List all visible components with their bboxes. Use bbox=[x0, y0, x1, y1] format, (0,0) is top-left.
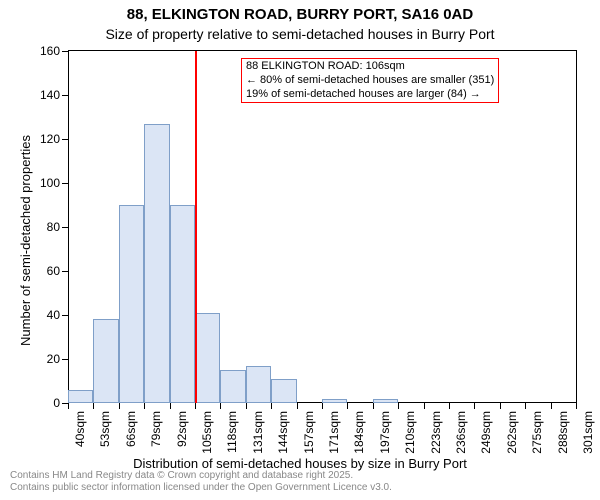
histogram-bar bbox=[271, 379, 296, 403]
y-axis-line bbox=[68, 51, 69, 403]
histogram-bar bbox=[93, 319, 118, 403]
x-tick bbox=[119, 403, 120, 409]
x-tick bbox=[373, 403, 374, 409]
x-tick-label: 171sqm bbox=[327, 411, 341, 454]
x-tick-label: 66sqm bbox=[124, 411, 138, 447]
x-tick bbox=[93, 403, 94, 409]
x-tick-label: 301sqm bbox=[581, 411, 595, 454]
y-tick-label: 120 bbox=[40, 132, 60, 146]
y-tick bbox=[62, 271, 68, 272]
histogram-bar bbox=[119, 205, 144, 403]
x-tick-label: 79sqm bbox=[149, 411, 163, 447]
x-tick bbox=[449, 403, 450, 409]
x-tick-label: 144sqm bbox=[276, 411, 290, 454]
x-tick bbox=[525, 403, 526, 409]
histogram-bar bbox=[144, 124, 169, 403]
x-tick-label: 262sqm bbox=[505, 411, 519, 454]
x-tick bbox=[500, 403, 501, 409]
x-tick bbox=[322, 403, 323, 409]
chart-subtitle: Size of property relative to semi-detach… bbox=[0, 26, 600, 42]
x-tick bbox=[144, 403, 145, 409]
x-tick-label: 184sqm bbox=[352, 411, 366, 454]
x-tick-label: 105sqm bbox=[200, 411, 214, 454]
x-tick-label: 157sqm bbox=[302, 411, 316, 454]
x-tick bbox=[246, 403, 247, 409]
x-tick-label: 53sqm bbox=[98, 411, 112, 447]
histogram-bar bbox=[220, 370, 245, 403]
x-tick-label: 92sqm bbox=[175, 411, 189, 447]
x-tick bbox=[474, 403, 475, 409]
y-axis-title: Number of semi-detached properties bbox=[18, 135, 33, 346]
x-tick bbox=[271, 403, 272, 409]
y-tick-label: 80 bbox=[47, 220, 60, 234]
y-tick bbox=[62, 227, 68, 228]
x-tick-label: 223sqm bbox=[429, 411, 443, 454]
x-tick-label: 40sqm bbox=[73, 411, 87, 447]
y-tick-label: 60 bbox=[47, 264, 60, 278]
footer-line-2: Contains public sector information licen… bbox=[10, 482, 392, 494]
chart-title: 88, ELKINGTON ROAD, BURRY PORT, SA16 0AD bbox=[0, 6, 600, 23]
y-tick-label: 20 bbox=[47, 352, 60, 366]
y-tick-label: 0 bbox=[53, 396, 60, 410]
x-tick-label: 118sqm bbox=[225, 411, 239, 453]
x-tick bbox=[424, 403, 425, 409]
x-tick bbox=[170, 403, 171, 409]
histogram-bar bbox=[246, 366, 271, 403]
y-tick-label: 140 bbox=[40, 88, 60, 102]
histogram-bar bbox=[373, 399, 398, 403]
histogram-bar bbox=[68, 390, 93, 403]
x-tick-label: 210sqm bbox=[403, 411, 417, 454]
x-tick-label: 236sqm bbox=[454, 411, 468, 454]
y-tick-label: 40 bbox=[47, 308, 60, 322]
y-tick-label: 100 bbox=[40, 176, 60, 190]
x-tick-label: 288sqm bbox=[556, 411, 570, 454]
x-tick bbox=[551, 403, 552, 409]
chart-plot-area: 02040608010012014016040sqm53sqm66sqm79sq… bbox=[68, 50, 577, 403]
histogram-bar bbox=[195, 313, 220, 403]
reference-line bbox=[195, 51, 197, 403]
x-tick-label: 275sqm bbox=[530, 411, 544, 454]
y-tick bbox=[62, 139, 68, 140]
x-tick-label: 131sqm bbox=[251, 411, 265, 454]
histogram-bar bbox=[322, 399, 347, 403]
x-tick bbox=[220, 403, 221, 409]
x-tick bbox=[347, 403, 348, 409]
x-axis-title: Distribution of semi-detached houses by … bbox=[0, 456, 600, 471]
footer-line-1: Contains HM Land Registry data © Crown c… bbox=[10, 470, 392, 482]
chart-footer: Contains HM Land Registry data © Crown c… bbox=[10, 470, 392, 494]
y-tick bbox=[62, 51, 68, 52]
x-tick bbox=[398, 403, 399, 409]
x-tick bbox=[195, 403, 196, 409]
x-tick-label: 197sqm bbox=[378, 411, 392, 454]
annotation-box: 88 ELKINGTON ROAD: 106sqm ← 80% of semi-… bbox=[241, 58, 499, 103]
x-tick bbox=[576, 403, 577, 409]
x-tick bbox=[297, 403, 298, 409]
x-tick bbox=[68, 403, 69, 409]
x-tick-label: 249sqm bbox=[479, 411, 493, 454]
y-tick bbox=[62, 183, 68, 184]
y-tick bbox=[62, 315, 68, 316]
histogram-bar bbox=[170, 205, 195, 403]
y-tick bbox=[62, 359, 68, 360]
y-tick-label: 160 bbox=[40, 44, 60, 58]
y-tick bbox=[62, 95, 68, 96]
